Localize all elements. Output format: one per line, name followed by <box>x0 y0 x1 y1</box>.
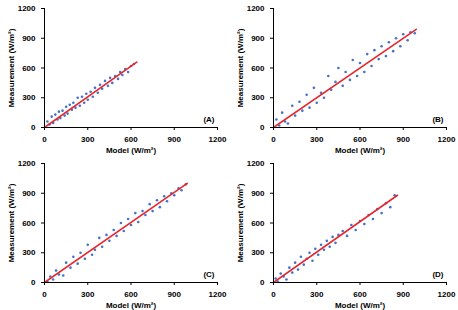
svg-text:300: 300 <box>310 135 324 144</box>
svg-text:(A): (A) <box>203 115 214 124</box>
svg-text:Model (W/m²): Model (W/m²) <box>106 146 157 155</box>
svg-text:Measurement (W/m²): Measurement (W/m²) <box>7 28 16 107</box>
svg-text:1200: 1200 <box>438 290 456 299</box>
svg-text:1200: 1200 <box>18 159 36 168</box>
svg-text:600: 600 <box>251 64 265 73</box>
svg-text:0: 0 <box>271 290 276 299</box>
svg-text:300: 300 <box>22 248 36 257</box>
svg-text:Measurement (W/m²): Measurement (W/m²) <box>236 28 245 107</box>
svg-text:(D): (D) <box>432 270 443 279</box>
svg-text:0: 0 <box>42 290 47 299</box>
svg-text:300: 300 <box>81 135 95 144</box>
svg-text:0: 0 <box>31 278 36 287</box>
svg-text:Model (W/m²): Model (W/m²) <box>335 146 386 155</box>
svg-text:600: 600 <box>353 135 367 144</box>
svg-text:900: 900 <box>251 34 265 43</box>
svg-text:1200: 1200 <box>209 135 227 144</box>
svg-text:900: 900 <box>22 189 36 198</box>
svg-text:0: 0 <box>42 135 47 144</box>
svg-text:0: 0 <box>31 123 36 132</box>
svg-text:1200: 1200 <box>247 4 265 13</box>
svg-text:0: 0 <box>271 135 276 144</box>
svg-text:900: 900 <box>397 290 411 299</box>
svg-text:900: 900 <box>22 34 36 43</box>
svg-text:1200: 1200 <box>18 4 36 13</box>
svg-text:900: 900 <box>168 135 182 144</box>
svg-text:300: 300 <box>251 248 265 257</box>
svg-text:600: 600 <box>251 219 265 228</box>
svg-text:(B): (B) <box>432 115 443 124</box>
svg-text:Model (W/m²): Model (W/m²) <box>106 301 157 310</box>
svg-text:Model (W/m²): Model (W/m²) <box>335 301 386 310</box>
svg-text:1200: 1200 <box>209 290 227 299</box>
svg-text:300: 300 <box>310 290 324 299</box>
svg-text:600: 600 <box>124 135 138 144</box>
svg-text:300: 300 <box>81 290 95 299</box>
svg-text:900: 900 <box>168 290 182 299</box>
svg-text:1200: 1200 <box>438 135 456 144</box>
svg-text:(C): (C) <box>203 270 214 279</box>
svg-text:600: 600 <box>124 290 138 299</box>
svg-text:600: 600 <box>353 290 367 299</box>
svg-text:Measurement (W/m²): Measurement (W/m²) <box>236 183 245 262</box>
svg-text:0: 0 <box>260 123 265 132</box>
svg-text:900: 900 <box>251 189 265 198</box>
svg-text:900: 900 <box>397 135 411 144</box>
svg-text:300: 300 <box>22 93 36 102</box>
svg-text:Measurement (W/m²): Measurement (W/m²) <box>7 183 16 262</box>
svg-text:600: 600 <box>22 219 36 228</box>
svg-text:300: 300 <box>251 93 265 102</box>
svg-text:0: 0 <box>260 278 265 287</box>
svg-text:1200: 1200 <box>247 159 265 168</box>
svg-text:600: 600 <box>22 64 36 73</box>
